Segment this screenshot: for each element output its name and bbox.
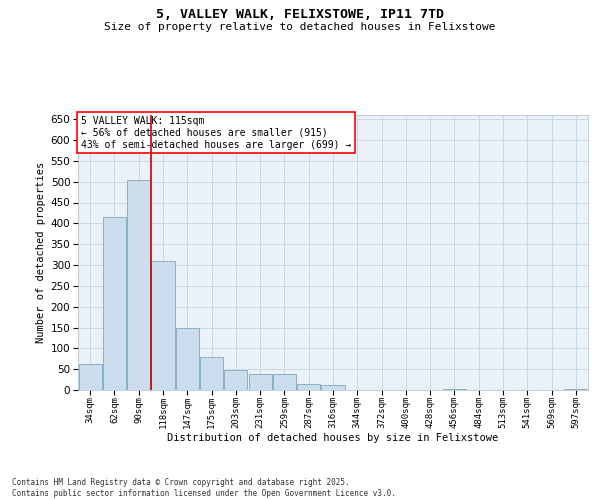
Text: Size of property relative to detached houses in Felixstowe: Size of property relative to detached ho… bbox=[104, 22, 496, 32]
Bar bbox=[127, 180, 150, 390]
Bar bbox=[273, 374, 296, 390]
Bar bbox=[443, 389, 466, 390]
X-axis label: Distribution of detached houses by size in Felixstowe: Distribution of detached houses by size … bbox=[167, 432, 499, 442]
Bar bbox=[79, 364, 101, 390]
Bar bbox=[297, 384, 320, 390]
Bar bbox=[200, 356, 223, 390]
Bar bbox=[224, 370, 247, 390]
Text: 5 VALLEY WALK: 115sqm
← 56% of detached houses are smaller (915)
43% of semi-det: 5 VALLEY WALK: 115sqm ← 56% of detached … bbox=[80, 116, 351, 150]
Bar bbox=[103, 217, 126, 390]
Bar bbox=[248, 374, 272, 390]
Bar bbox=[176, 328, 199, 390]
Y-axis label: Number of detached properties: Number of detached properties bbox=[37, 162, 46, 343]
Bar bbox=[151, 261, 175, 390]
Bar bbox=[565, 389, 587, 390]
Text: Contains HM Land Registry data © Crown copyright and database right 2025.
Contai: Contains HM Land Registry data © Crown c… bbox=[12, 478, 396, 498]
Text: 5, VALLEY WALK, FELIXSTOWE, IP11 7TD: 5, VALLEY WALK, FELIXSTOWE, IP11 7TD bbox=[156, 8, 444, 20]
Bar bbox=[322, 385, 344, 390]
